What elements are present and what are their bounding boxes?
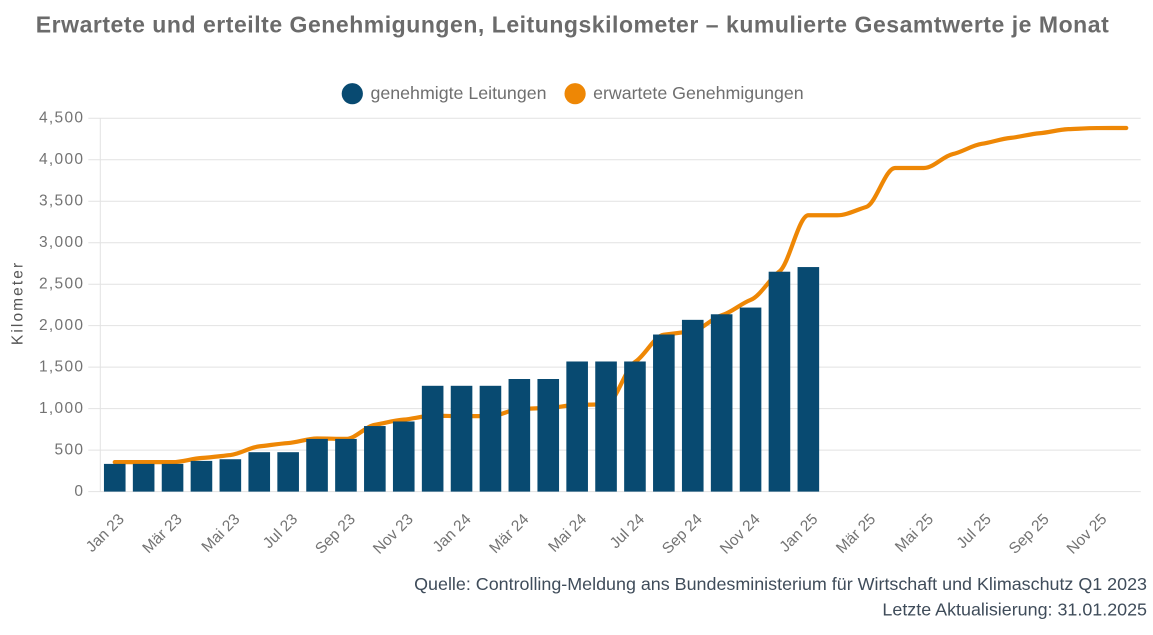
- svg-text:Quelle: Controlling-Meldung an: Quelle: Controlling-Meldung ans Bundesmi…: [414, 574, 1147, 594]
- svg-text:4,500: 4,500: [39, 109, 84, 126]
- svg-text:erwartete Genehmigungen: erwartete Genehmigungen: [593, 83, 804, 103]
- svg-text:genehmigte Leitungen: genehmigte Leitungen: [371, 83, 547, 103]
- svg-text:Erwartete und erteilte Genehmi: Erwartete und erteilte Genehmigungen, Le…: [36, 12, 1109, 38]
- svg-text:Letzte Aktualisierung: 31.01.2: Letzte Aktualisierung: 31.01.2025: [882, 600, 1147, 620]
- svg-text:3,000: 3,000: [39, 234, 84, 251]
- svg-text:4,000: 4,000: [39, 151, 84, 168]
- svg-text:1,500: 1,500: [39, 358, 84, 375]
- svg-text:Kilometer: Kilometer: [9, 261, 26, 345]
- svg-text:2,000: 2,000: [39, 317, 84, 334]
- svg-text:500: 500: [55, 441, 85, 458]
- svg-text:2,500: 2,500: [39, 275, 84, 292]
- svg-text:1,000: 1,000: [39, 400, 84, 417]
- svg-text:0: 0: [74, 483, 84, 500]
- svg-text:3,500: 3,500: [39, 192, 84, 209]
